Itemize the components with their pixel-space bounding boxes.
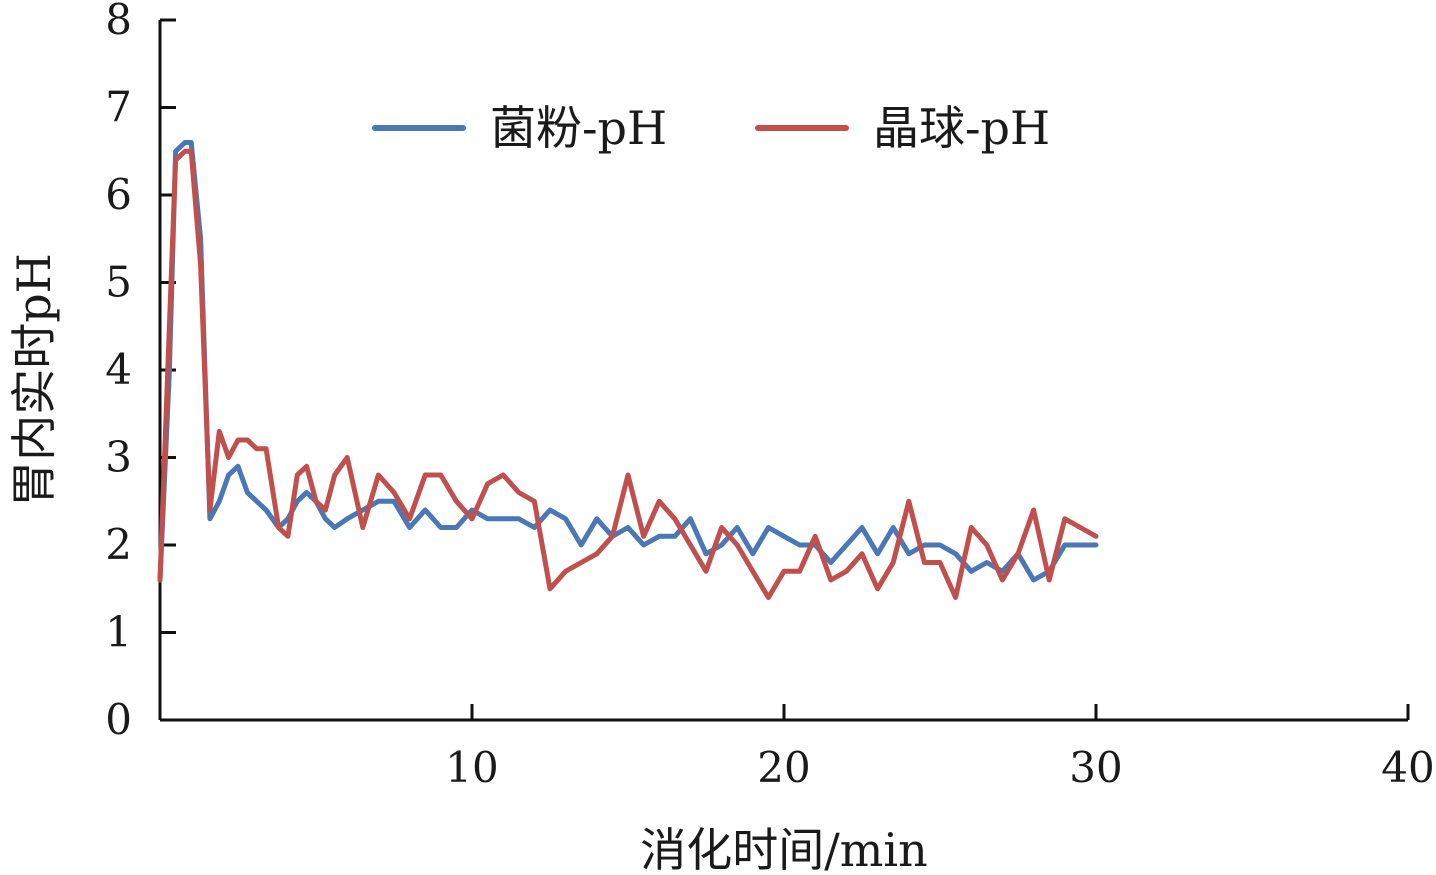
series-line-1: [157, 140, 1099, 583]
y-tick-label: 8: [105, 0, 132, 44]
x-axis: 10 20 30 40: [160, 704, 1435, 792]
legend-label-2: 晶球-pH: [873, 101, 1050, 155]
x-tick-label: 10: [445, 743, 498, 792]
y-tick-label: 6: [105, 170, 132, 219]
y-tick-label: 1: [105, 608, 132, 657]
y-tick-label: 2: [105, 520, 132, 569]
x-tick-label: 40: [1381, 743, 1434, 792]
y-tick-label: 3: [105, 433, 132, 482]
y-tick-label: 0: [105, 695, 132, 744]
y-tick-label: 7: [105, 83, 132, 132]
y-axis: 0 1 2 3 4 5 6 7 8: [105, 0, 176, 744]
y-tick-label: 4: [105, 345, 132, 394]
y-tick-label: 5: [105, 258, 132, 307]
legend: 菌粉-pH 晶球-pH: [372, 101, 1050, 155]
x-axis-title: 消化时间/min: [640, 823, 927, 875]
y-axis-title: 胃内实时pH: [7, 253, 61, 507]
x-tick-label: 20: [757, 743, 810, 792]
x-tick-label: 30: [1069, 743, 1122, 792]
series-line-2: [157, 148, 1099, 600]
series-layer: [157, 140, 1099, 600]
legend-label-1: 菌粉-pH: [490, 101, 667, 155]
